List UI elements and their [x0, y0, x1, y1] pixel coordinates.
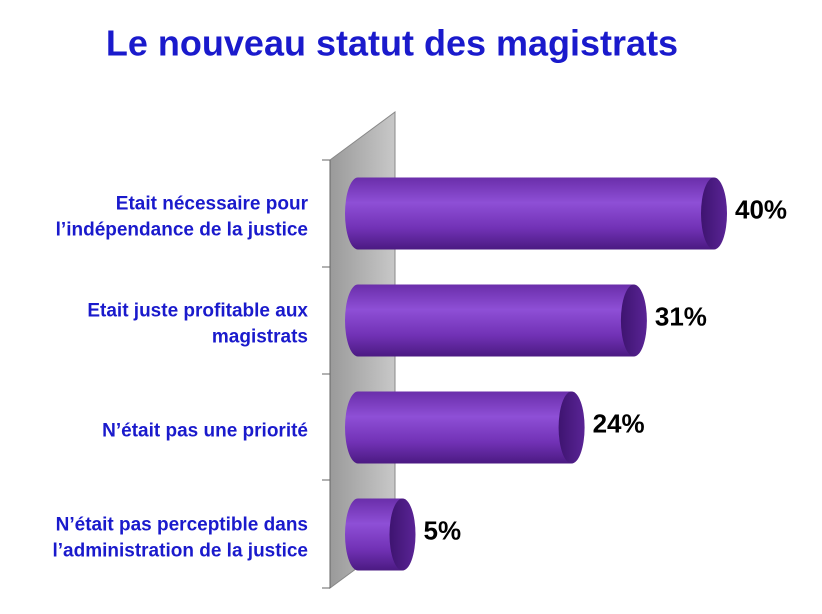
category-label: N’était pas une priorité [102, 421, 308, 442]
separators [322, 159, 330, 589]
bar [345, 284, 634, 357]
bar [345, 391, 572, 464]
value-label: 40% [735, 194, 787, 224]
bar-cap [620, 284, 647, 357]
chart-title: Le nouveau statut des magistrats [106, 23, 678, 64]
bar [345, 498, 403, 571]
category-label: magistrats [212, 327, 308, 348]
bar-cap [701, 177, 727, 250]
value-label: 24% [593, 408, 645, 438]
bar-cap [558, 391, 585, 464]
category-label: Etait nécessaire pour [116, 194, 309, 215]
category-label: l’administration de la justice [52, 541, 308, 562]
category-label: N’était pas perceptible dans [56, 515, 308, 536]
bar-cap [389, 498, 416, 571]
value-label: 5% [424, 515, 462, 545]
category-label: l’indépendance de la justice [56, 220, 308, 241]
value-label: 31% [655, 301, 707, 331]
category-label: Etait juste profitable aux [87, 301, 308, 322]
bar [345, 177, 714, 250]
